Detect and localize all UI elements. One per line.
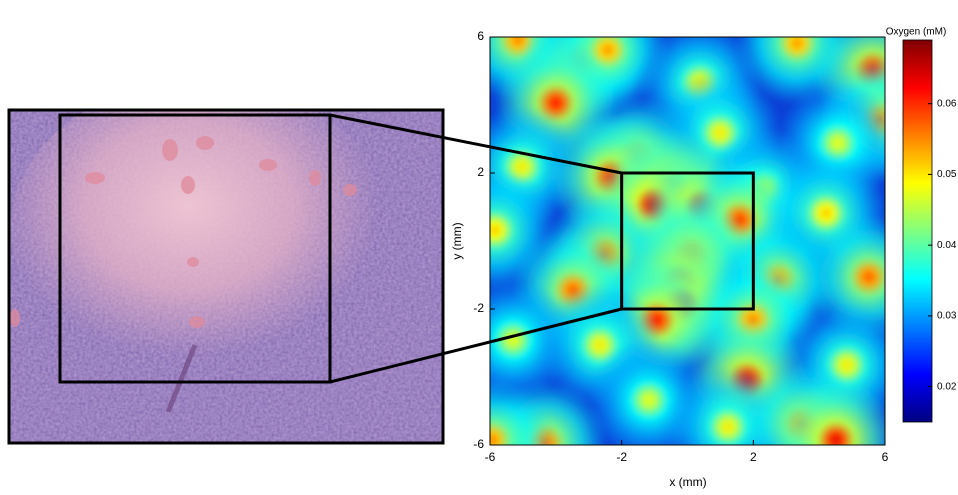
field-glow bbox=[430, 0, 942, 495]
colorbar-tick-label: 0.02 bbox=[937, 381, 957, 392]
colorbar-tick-label: 0.03 bbox=[937, 311, 957, 322]
y-tick-label: 6 bbox=[477, 29, 484, 43]
figure: -6 -2 2 6 -6 -2 2 6 x (mm) y (mm) Oxygen (mM) 0… bbox=[0, 0, 958, 495]
colorbar-tick-label: 0.06 bbox=[937, 98, 957, 109]
histology-image bbox=[9, 80, 443, 443]
colorbar-tick-label: 0.05 bbox=[937, 169, 957, 180]
colorbar-tick-label: 0.04 bbox=[937, 240, 957, 251]
x-axis-label: x (mm) bbox=[669, 475, 706, 489]
x-tick-label: 6 bbox=[882, 450, 889, 464]
x-tick-label: 2 bbox=[750, 450, 757, 464]
colorbar-label: Oxygen (mM) bbox=[886, 27, 947, 38]
colorbar bbox=[903, 40, 932, 422]
y-tick-label: -2 bbox=[473, 301, 484, 315]
y-tick-label: 2 bbox=[477, 165, 484, 179]
y-axis-label: y (mm) bbox=[450, 222, 464, 259]
y-tick-label: -6 bbox=[473, 437, 484, 451]
x-tick-label: -6 bbox=[485, 450, 496, 464]
x-tick-label: -2 bbox=[616, 450, 627, 464]
oxygen-field bbox=[430, 0, 942, 495]
